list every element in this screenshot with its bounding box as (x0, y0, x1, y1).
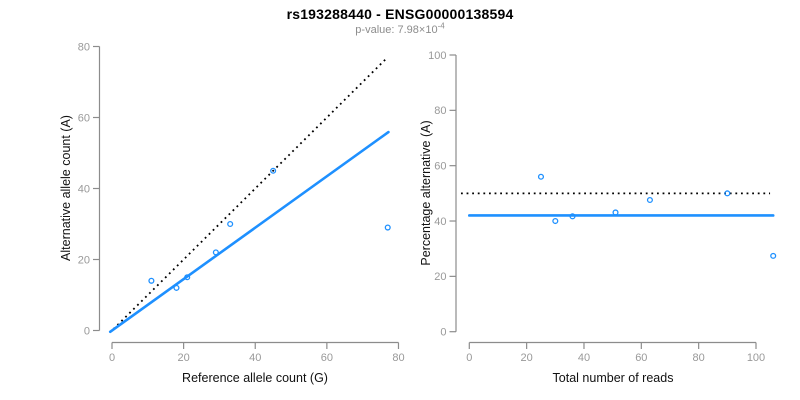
y-tick-label: 40 (78, 183, 90, 195)
y-tick-label: 0 (84, 325, 90, 337)
y-tick-label: 80 (78, 41, 90, 53)
data-point (212, 249, 219, 256)
x-tick-label: 80 (392, 352, 404, 364)
p-value-exponent: -4 (437, 21, 445, 31)
fit-line (108, 130, 390, 334)
data-point (537, 173, 545, 180)
data-point (384, 224, 391, 231)
y-tick-label: 0 (440, 327, 446, 339)
y-tick-label: 60 (434, 160, 446, 172)
y-axis-title: Percentage alternative (A) (419, 120, 433, 265)
x-tick-label: 80 (693, 352, 705, 364)
identity-line (112, 57, 387, 330)
data-point (148, 277, 155, 284)
x-axis-title: Total number of reads (553, 371, 674, 385)
data-point (770, 252, 777, 259)
x-tick-label: 40 (249, 352, 261, 364)
page-title: rs193288440 - ENSG00000138594 (286, 6, 514, 22)
data-point (184, 274, 191, 281)
data-point (270, 167, 277, 174)
x-tick-label: 100 (747, 352, 765, 364)
data-point (569, 213, 576, 220)
y-tick-label: 20 (434, 271, 446, 283)
data-point (173, 284, 180, 291)
x-tick-label: 40 (578, 352, 590, 364)
data-point (552, 217, 559, 225)
x-axis-title: Reference allele count (G) (182, 371, 328, 385)
y-tick-label: 20 (78, 254, 90, 266)
x-tick-label: 20 (521, 352, 533, 364)
p-value-text: p-value: 7.98×10 (355, 24, 438, 36)
x-tick-label: 60 (635, 352, 647, 364)
x-tick-label: 0 (109, 352, 115, 364)
data-point (227, 220, 234, 228)
x-tick-label: 60 (321, 352, 333, 364)
y-tick-label: 80 (434, 105, 446, 117)
x-tick-label: 0 (466, 352, 472, 364)
p-value-subtitle: p-value: 7.98×10-4 (0, 21, 800, 36)
data-point (646, 196, 653, 204)
y-tick-label: 100 (428, 50, 446, 62)
data-point (612, 209, 619, 216)
y-tick-label: 60 (78, 112, 90, 124)
data-point (724, 190, 731, 197)
y-tick-label: 40 (434, 216, 446, 228)
y-axis-title: Alternative allele count (A) (59, 115, 73, 261)
x-tick-label: 20 (177, 352, 189, 364)
